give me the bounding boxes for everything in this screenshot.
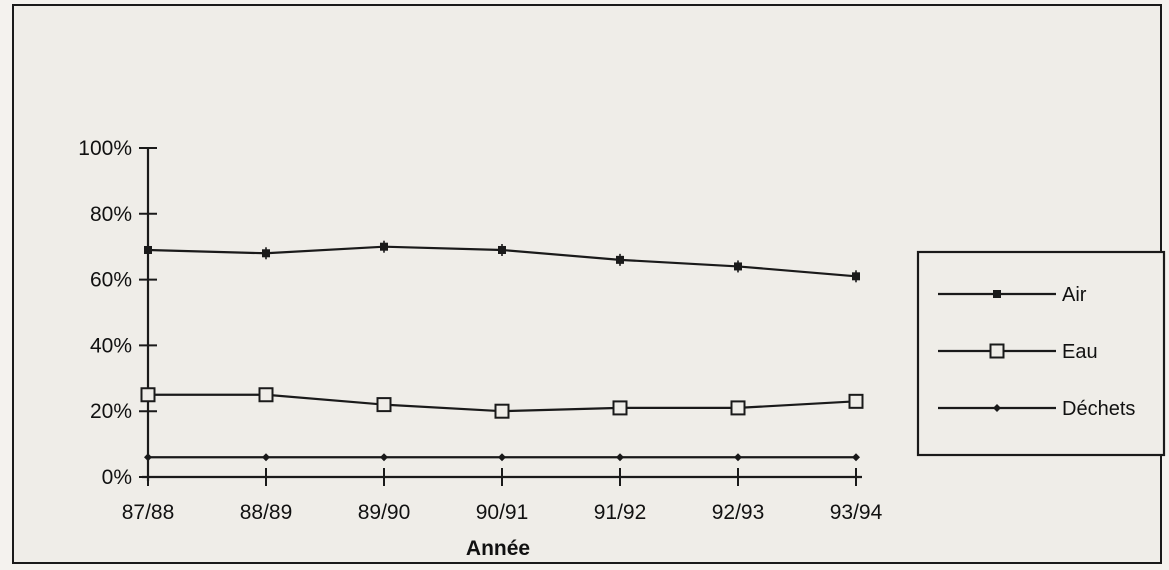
data-point-air xyxy=(616,255,624,264)
y-tick-label: 100% xyxy=(78,137,132,160)
data-point-air xyxy=(852,272,860,281)
y-tick-label: 60% xyxy=(90,269,132,292)
legend-label-déchets: Déchets xyxy=(1062,398,1135,420)
legend-box xyxy=(916,250,1166,457)
y-tick-label: 40% xyxy=(90,334,132,357)
data-point-air xyxy=(498,245,506,254)
y-tick-label: 20% xyxy=(90,400,132,423)
x-tick-label: 93/94 xyxy=(830,501,883,524)
data-point-déchets xyxy=(144,453,152,462)
x-tick-label: 88/89 xyxy=(240,501,293,524)
data-point-eau xyxy=(376,397,392,413)
legend-marker-déchets xyxy=(993,404,1001,412)
x-tick-label: 92/93 xyxy=(712,501,765,524)
x-tick-label: 90/91 xyxy=(476,501,529,524)
data-point-air xyxy=(144,245,152,254)
legend-label-air: Air xyxy=(1062,284,1087,306)
data-point-eau xyxy=(140,387,156,403)
data-point-eau xyxy=(730,400,746,416)
legend-label-eau: Eau xyxy=(1062,341,1098,363)
x-tick-label: 89/90 xyxy=(358,501,411,524)
data-point-déchets xyxy=(380,453,388,462)
data-point-déchets xyxy=(734,453,742,462)
data-point-eau xyxy=(258,387,274,403)
x-tick-label: 87/88 xyxy=(122,501,175,524)
legend-marker-air xyxy=(993,290,1001,298)
x-tick-label: 91/92 xyxy=(594,501,647,524)
y-tick-label: 0% xyxy=(102,466,132,489)
legend-marker-eau xyxy=(989,343,1005,359)
data-point-air xyxy=(734,262,742,271)
data-point-déchets xyxy=(498,453,506,462)
data-point-déchets xyxy=(616,453,624,462)
data-point-eau xyxy=(848,393,864,409)
data-point-déchets xyxy=(852,453,860,462)
data-point-air xyxy=(262,249,270,258)
y-tick-label: 80% xyxy=(90,203,132,226)
data-point-eau xyxy=(494,403,510,419)
data-point-déchets xyxy=(262,453,270,462)
data-point-air xyxy=(380,242,388,251)
x-axis-title: Année xyxy=(466,537,530,560)
data-point-eau xyxy=(612,400,628,416)
